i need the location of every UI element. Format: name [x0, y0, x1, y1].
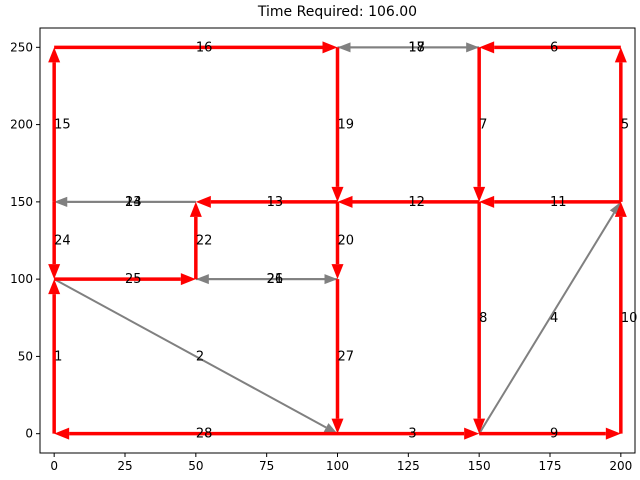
edge-label: 7: [479, 118, 487, 133]
edge-label: 16: [196, 40, 213, 55]
edge-9: [479, 427, 621, 440]
x-tick-label: 25: [117, 459, 132, 473]
edge-label: 5: [621, 118, 629, 133]
edge-27: [331, 279, 344, 434]
arrowhead-icon: [337, 195, 353, 208]
y-tick-label: 100: [10, 272, 33, 286]
x-tick-label: 200: [609, 459, 632, 473]
edge-label: 14: [125, 195, 142, 210]
arrowhead-icon: [323, 423, 338, 434]
edge-label: 6: [550, 40, 558, 55]
y-tick-label: 50: [18, 349, 33, 363]
arrowhead-icon: [614, 201, 627, 217]
x-tick-label: 75: [259, 459, 274, 473]
edge-5: [614, 47, 627, 202]
edge-2: [53, 278, 338, 434]
arrowhead-icon: [464, 427, 480, 440]
arrowhead-icon: [48, 264, 61, 280]
edge-12: [337, 195, 480, 208]
arrowhead-icon: [54, 427, 70, 440]
edge-label: 28: [196, 427, 213, 442]
x-tick-label: 0: [50, 459, 58, 473]
edge-label: 17: [408, 40, 425, 55]
edge-19: [331, 47, 344, 202]
arrowhead-icon: [54, 196, 68, 207]
y-axis-ticks: 0 50 100 150 200 250: [10, 40, 40, 441]
arrowhead-icon: [180, 273, 196, 286]
edge-label: 15: [54, 118, 71, 133]
edge-11: [479, 195, 621, 208]
edge-13: [195, 195, 338, 208]
edge-label: 25: [125, 272, 142, 287]
arrowhead-icon: [48, 279, 61, 295]
arrowhead-icon: [614, 47, 627, 63]
edge-23: [54, 196, 196, 207]
edge-label: 11: [550, 195, 567, 210]
arrowhead-icon: [331, 186, 344, 202]
arrowhead-icon: [479, 195, 495, 208]
arrowhead-icon: [605, 427, 621, 440]
arrowhead-icon: [479, 41, 495, 54]
arrowhead-icon: [195, 195, 211, 208]
edge-label: 19: [338, 118, 355, 133]
edge-label: 12: [408, 195, 425, 210]
edge-6: [479, 41, 621, 54]
edge-label: 8: [479, 311, 487, 326]
arrowhead-icon: [331, 418, 344, 434]
edge-label: 9: [550, 427, 558, 442]
edge-label: 4: [550, 311, 558, 326]
edge-20: [331, 201, 344, 280]
arrowhead-icon: [337, 42, 351, 53]
edge-3: [337, 427, 480, 440]
edge-label: 10: [621, 311, 638, 326]
edge-25: [54, 273, 196, 286]
edge-24: [48, 201, 61, 280]
y-tick-label: 250: [10, 40, 33, 54]
edge-label: 27: [338, 349, 355, 364]
edge-line: [53, 278, 327, 429]
arrowhead-icon: [331, 264, 344, 280]
edge-1: [48, 279, 61, 434]
edge-label: 3: [408, 427, 416, 442]
edge-16: [54, 41, 338, 54]
x-tick-label: 100: [326, 459, 349, 473]
edge-label: 20: [338, 234, 355, 249]
edge-label: 26: [267, 272, 284, 287]
x-tick-label: 50: [188, 459, 203, 473]
x-axis-ticks: 0 25 50 75 100 125 150 175 200: [50, 453, 632, 473]
y-tick-label: 0: [25, 427, 33, 441]
x-tick-label: 175: [539, 459, 562, 473]
edge-26: [195, 274, 338, 285]
x-tick-label: 150: [468, 459, 491, 473]
arrowhead-icon: [48, 47, 61, 63]
edge-label: 23: [125, 195, 142, 210]
edge-label: 22: [196, 234, 213, 249]
edge-label: 24: [54, 234, 71, 249]
edge-line: [478, 212, 615, 435]
edge-10: [614, 201, 627, 434]
arrowhead-icon: [473, 418, 486, 434]
edge-label: 21: [267, 272, 284, 287]
arrowhead-icon: [189, 201, 202, 217]
edge-7: [473, 47, 486, 202]
y-tick-label: 150: [10, 195, 33, 209]
edge-8: [473, 201, 486, 434]
arrowhead-icon: [324, 274, 338, 285]
arrowhead-icon: [322, 41, 338, 54]
edge-15: [48, 47, 61, 202]
edge-label: 18: [408, 40, 425, 55]
chart-title: Time Required: 106.00: [257, 4, 417, 20]
edge-18: [337, 42, 480, 53]
edge-label: 2: [196, 349, 204, 364]
y-tick-label: 200: [10, 118, 33, 132]
x-tick-label: 125: [397, 459, 420, 473]
edges-layer: 2414171821232613567891011121315161920222…: [48, 40, 638, 442]
edge-22: [189, 201, 202, 280]
arrowhead-icon: [473, 186, 486, 202]
edge-label: 1: [54, 349, 62, 364]
edge-label: 13: [267, 195, 284, 210]
edge-28: [54, 427, 338, 440]
